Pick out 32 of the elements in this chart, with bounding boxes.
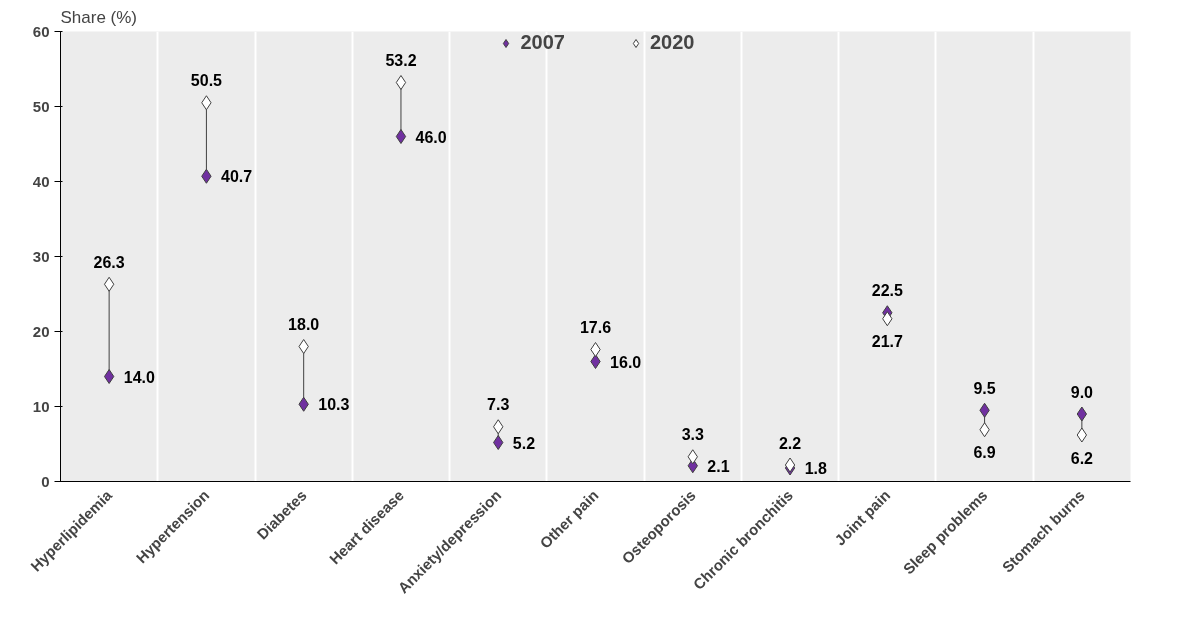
data-label: 9.5 [973, 379, 996, 397]
data-label: 17.6 [579, 319, 612, 336]
data-label: 21.7 [871, 333, 903, 351]
data-label: 53.2 [385, 52, 417, 69]
data-label: 22.5 [871, 282, 903, 300]
data-label: 46.0 [415, 128, 447, 146]
y-tick-label: 30 [32, 247, 50, 265]
y-tick-label: 60 [32, 22, 50, 40]
data-label: 9.0 [1070, 383, 1094, 401]
data-label: 6.2 [1070, 449, 1094, 467]
y-tick-label: 10 [32, 397, 50, 415]
data-label: 2.1 [707, 457, 730, 475]
data-label: 14.0 [123, 368, 155, 386]
legend-label: 2007 [520, 31, 565, 54]
data-label: 2.2 [778, 434, 802, 452]
data-label: 6.9 [973, 444, 996, 462]
data-label: 5.2 [512, 434, 536, 452]
data-label: 7.3 [487, 396, 510, 414]
legend-label: 2020 [650, 31, 695, 54]
data-label: 26.3 [93, 253, 125, 271]
data-label: 16.0 [610, 353, 642, 371]
data-label: 40.7 [221, 168, 253, 186]
data-label: 3.3 [681, 426, 704, 444]
data-label: 50.5 [190, 72, 223, 90]
y-tick-label: 50 [32, 97, 50, 115]
data-label: 18.0 [288, 316, 320, 333]
y-tick-label: 20 [32, 322, 50, 340]
data-label: 1.8 [804, 460, 827, 477]
data-label: 10.3 [318, 396, 350, 414]
y-axis-title: Share (%) [60, 7, 138, 27]
y-tick-label: 0 [41, 472, 50, 490]
y-tick-label: 40 [32, 172, 50, 190]
